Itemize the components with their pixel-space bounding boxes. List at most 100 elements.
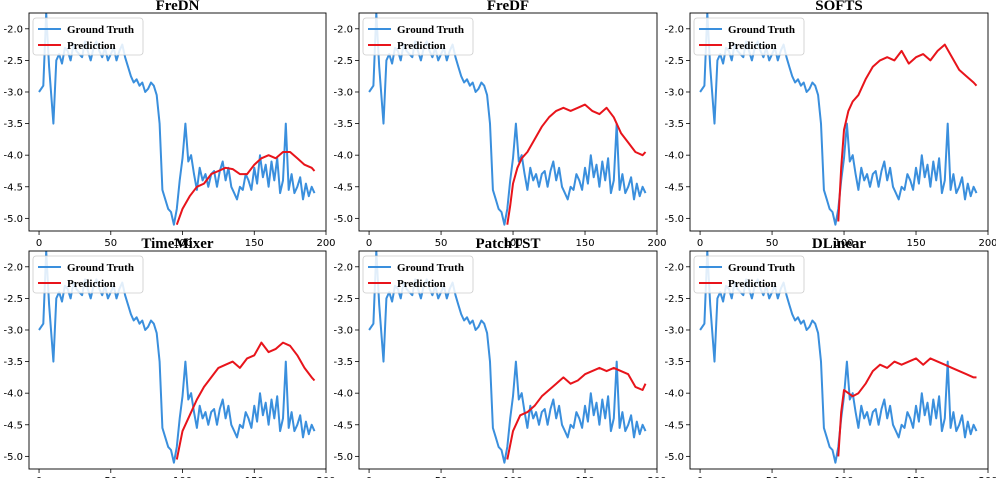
legend-label-ground-truth: Ground Truth — [728, 262, 795, 274]
x-tick-label: 0 — [366, 476, 372, 478]
legend: Ground Truth Prediction — [362, 255, 474, 294]
subplot-patchtst: PatchTST 0 50 100 150 200 -2.0 -2.5 -3.0 -3.5 -4.0… — [333, 236, 666, 478]
y-tick-label: -3.5 — [664, 119, 684, 130]
legend: Ground Truth Prediction — [693, 17, 805, 56]
x-tick-label: 200 — [978, 476, 996, 478]
legend-label-ground-truth: Ground Truth — [728, 24, 795, 36]
y-tick-label: -3.5 — [664, 357, 684, 368]
legend-label-ground-truth: Ground Truth — [67, 262, 134, 274]
y-tick-label: -3.0 — [333, 325, 353, 336]
subplot-fredn: FreDN 0 50 100 150 200 -2.0 -2.5 -3.0 -3.5 -4.0 -4.… — [3, 0, 335, 249]
prediction-line — [506, 366, 647, 460]
legend-label-ground-truth: Ground Truth — [397, 24, 464, 36]
y-tick-label: -4.0 — [333, 389, 353, 400]
x-tick-label: 200 — [647, 238, 666, 249]
prediction-line — [175, 341, 316, 460]
y-tick-label: -5.0 — [664, 214, 684, 225]
y-tick-label: -5.0 — [3, 452, 23, 463]
prediction-line — [837, 357, 977, 457]
chart-title: DLinear — [812, 236, 867, 252]
x-tick-label: 200 — [978, 238, 996, 249]
y-tick-label: -3.0 — [664, 87, 684, 98]
legend-label-prediction: Prediction — [728, 40, 777, 52]
legend-label-ground-truth: Ground Truth — [67, 24, 134, 36]
legend-label-ground-truth: Ground Truth — [397, 262, 464, 274]
axes-frame — [28, 12, 327, 232]
x-tick-label: 0 — [697, 238, 703, 249]
y-tick-label: -2.5 — [333, 56, 353, 67]
x-tick-label: 0 — [36, 238, 42, 249]
y-tick-label: -3.0 — [3, 87, 23, 98]
y-tick-label: -3.0 — [3, 325, 23, 336]
x-tick-label: 0 — [366, 238, 372, 249]
y-tick-label: -2.0 — [333, 24, 353, 35]
y-tick-label: -4.0 — [3, 151, 23, 162]
y-tick-label: -4.0 — [333, 151, 353, 162]
prediction-line — [506, 103, 647, 225]
y-tick-label: -5.0 — [3, 214, 23, 225]
x-tick-label: 50 — [766, 476, 779, 478]
x-tick-label: 50 — [435, 476, 448, 478]
chart-title: TimeMixer — [141, 236, 214, 252]
y-tick-label: -2.5 — [3, 56, 23, 67]
x-tick-label: 100 — [503, 476, 522, 478]
y-tick-label: -2.5 — [3, 294, 23, 305]
y-tick-label: -4.0 — [664, 151, 684, 162]
y-tick-label: -4.5 — [664, 182, 684, 193]
y-tick-label: -4.5 — [664, 420, 684, 431]
legend: Ground Truth Prediction — [32, 255, 144, 294]
x-tick-label: 50 — [435, 238, 448, 249]
x-tick-label: 100 — [834, 476, 853, 478]
x-tick-label: 100 — [834, 238, 853, 249]
legend-label-prediction: Prediction — [67, 40, 116, 52]
x-tick-label: 100 — [173, 238, 192, 249]
legend-label-prediction: Prediction — [397, 278, 446, 290]
y-tick-label: -2.5 — [664, 294, 684, 305]
legend-label-prediction: Prediction — [67, 278, 116, 290]
x-tick-label: 200 — [647, 476, 666, 478]
y-tick-label: -3.5 — [333, 119, 353, 130]
x-tick-label: 50 — [104, 476, 117, 478]
y-tick-label: -4.0 — [3, 389, 23, 400]
y-tick-label: -2.0 — [664, 24, 684, 35]
x-tick-label: 100 — [503, 238, 522, 249]
x-tick-label: 50 — [104, 238, 117, 249]
axes-frame — [689, 250, 989, 470]
chart-title: SOFTS — [815, 0, 863, 14]
y-tick-label: -5.0 — [333, 214, 353, 225]
y-tick-label: -4.5 — [333, 420, 353, 431]
x-tick-label: 100 — [173, 476, 192, 478]
legend-label-prediction: Prediction — [397, 40, 446, 52]
axes-frame — [28, 250, 327, 470]
y-tick-label: -4.5 — [333, 182, 353, 193]
axes-frame — [358, 12, 658, 232]
y-tick-label: -2.0 — [3, 24, 23, 35]
subplot-timemixer: TimeMixer 0 50 100 150 200 -2.0 -2.5 -3.0 -3.5 -4.… — [3, 236, 335, 478]
y-tick-label: -2.5 — [333, 294, 353, 305]
prediction-line — [175, 151, 316, 226]
y-tick-label: -3.5 — [3, 119, 23, 130]
chart-title: PatchTST — [475, 236, 540, 252]
x-tick-label: 150 — [906, 476, 925, 478]
chart-title: FreDN — [156, 0, 200, 14]
legend-label-prediction: Prediction — [728, 278, 777, 290]
y-tick-label: -4.5 — [3, 420, 23, 431]
y-tick-label: -3.5 — [3, 357, 23, 368]
y-tick-label: -5.0 — [333, 452, 353, 463]
y-tick-label: -4.0 — [664, 389, 684, 400]
axes-frame — [689, 12, 989, 232]
x-tick-label: 200 — [316, 238, 335, 249]
x-tick-label: 150 — [245, 476, 264, 478]
legend: Ground Truth Prediction — [32, 17, 144, 56]
x-tick-label: 150 — [575, 238, 594, 249]
legend: Ground Truth Prediction — [693, 255, 805, 294]
y-tick-label: -3.0 — [333, 87, 353, 98]
y-tick-label: -2.0 — [664, 262, 684, 273]
prediction-line — [837, 43, 978, 222]
y-tick-label: -3.5 — [333, 357, 353, 368]
legend: Ground Truth Prediction — [362, 17, 474, 56]
y-tick-label: -2.0 — [3, 262, 23, 273]
x-tick-label: 150 — [245, 238, 264, 249]
y-tick-label: -5.0 — [664, 452, 684, 463]
x-tick-label: 150 — [906, 238, 925, 249]
